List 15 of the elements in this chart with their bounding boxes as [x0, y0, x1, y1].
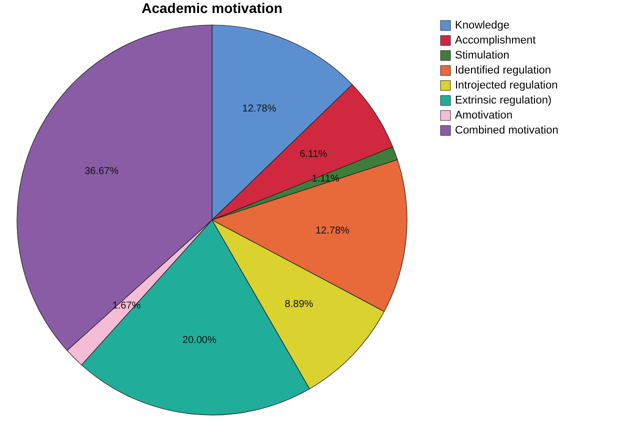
data-label: 20.00%	[182, 335, 216, 346]
legend-label: Identified regulation	[455, 64, 552, 76]
legend-label: Extrinsic regulation)	[455, 94, 552, 106]
data-label: 12.78%	[242, 104, 276, 115]
legend-label: Accomplishment	[455, 34, 536, 46]
data-label: 6.11%	[300, 149, 328, 160]
chart-title: Academic motivation	[142, 0, 282, 16]
legend-label: Stimulation	[455, 50, 510, 62]
legend-label: Combined motivation	[455, 124, 558, 136]
data-label: 36.67%	[84, 166, 119, 177]
legend-label: Amotivation	[455, 110, 512, 122]
data-label: 12.78%	[315, 226, 350, 237]
legend-label: Knowledge	[455, 20, 510, 32]
data-label: 8.89%	[284, 298, 314, 310]
legend-label: Introjected regulation	[455, 80, 558, 92]
